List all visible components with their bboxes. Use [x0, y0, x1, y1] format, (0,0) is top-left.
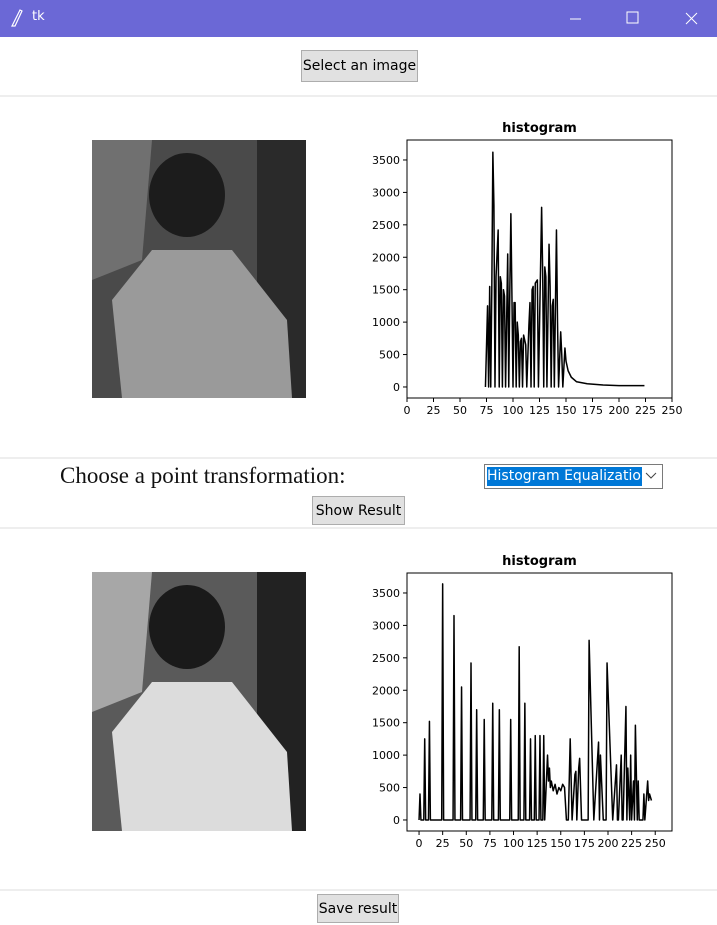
x-tick-label: 200 [609, 404, 630, 417]
y-tick-label: 1500 [372, 717, 400, 730]
x-tick-label: 50 [459, 837, 473, 850]
histogram-chart: histogram 0 500 1000 1500 2000 2500 3000 3500 0 25… [372, 554, 673, 850]
x-tick-label: 0 [404, 404, 411, 417]
show-result-button[interactable]: Show Result [312, 496, 405, 525]
x-tick-label: 75 [483, 837, 497, 850]
x-tick-label: 250 [645, 837, 666, 850]
transform-select[interactable]: Histogram Equalization [484, 464, 663, 489]
histogram-chart: histogram 0 500 1000 1500 2000 2500 3000 3500 0 25… [372, 121, 683, 417]
x-tick-label: 0 [416, 837, 423, 850]
y-tick-label: 500 [379, 782, 400, 795]
y-tick-label: 1000 [372, 749, 400, 762]
x-tick-label: 150 [550, 837, 571, 850]
x-tick-label: 100 [503, 404, 524, 417]
y-tick-label: 2500 [372, 219, 400, 232]
separator [0, 457, 717, 459]
title-bar: tk [0, 0, 717, 37]
select-image-button[interactable]: Select an image [301, 50, 418, 82]
y-tick-label: 3500 [372, 587, 400, 600]
x-tick-label: 250 [662, 404, 683, 417]
app-icon [11, 9, 23, 27]
x-tick-label: 175 [582, 404, 603, 417]
y-tick-label: 2000 [372, 251, 400, 264]
histogram-line [484, 151, 645, 388]
original-image [92, 140, 306, 398]
separator [0, 889, 717, 891]
y-tick-label: 2000 [372, 684, 400, 697]
x-tick-label: 25 [427, 404, 441, 417]
y-tick-label: 3500 [372, 154, 400, 167]
y-tick-label: 0 [393, 381, 400, 394]
x-tick-label: 75 [480, 404, 494, 417]
y-tick-label: 1500 [372, 284, 400, 297]
x-tick-label: 200 [597, 837, 618, 850]
x-tick-label: 50 [453, 404, 467, 417]
plot-frame [406, 572, 673, 832]
x-tick-label: 225 [621, 837, 642, 850]
x-tick-label: 100 [503, 837, 524, 850]
x-tick-label: 125 [529, 404, 550, 417]
window-title: tk [32, 9, 45, 24]
y-tick-label: 2500 [372, 652, 400, 665]
y-tick-label: 500 [379, 349, 400, 362]
x-tick-label: 25 [436, 837, 450, 850]
y-tick-label: 3000 [372, 186, 400, 199]
x-tick-label: 125 [527, 837, 548, 850]
y-tick-label: 1000 [372, 316, 400, 329]
transform-label: Choose a point transformation: [60, 463, 346, 488]
chart-title: histogram [502, 554, 577, 569]
window-controls[interactable] [560, 0, 717, 37]
histogram-line [418, 583, 653, 821]
x-tick-label: 150 [556, 404, 577, 417]
dropdown-arrow [645, 472, 657, 479]
result-image [92, 572, 306, 831]
plot-frame [406, 139, 673, 399]
y-tick-label: 0 [393, 814, 400, 827]
y-tick-label: 3000 [372, 619, 400, 632]
selected-option: Histogram Equalization [487, 467, 642, 486]
separator [0, 95, 717, 97]
x-tick-label: 175 [574, 837, 595, 850]
chart-title: histogram [502, 121, 577, 136]
save-result-button[interactable]: Save result [317, 894, 399, 923]
x-tick-label: 225 [635, 404, 656, 417]
separator [0, 527, 717, 529]
